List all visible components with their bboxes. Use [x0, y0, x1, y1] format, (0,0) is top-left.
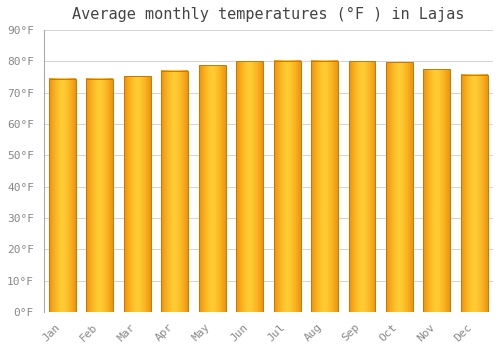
- Bar: [274, 61, 300, 312]
- Title: Average monthly temperatures (°F ) in Lajas: Average monthly temperatures (°F ) in La…: [72, 7, 464, 22]
- Bar: [49, 79, 76, 312]
- Bar: [386, 62, 413, 312]
- Bar: [461, 75, 488, 312]
- Bar: [124, 76, 151, 312]
- Bar: [348, 61, 376, 312]
- Bar: [198, 65, 226, 312]
- Bar: [86, 79, 114, 312]
- Bar: [424, 69, 450, 312]
- Bar: [236, 61, 263, 312]
- Bar: [311, 61, 338, 312]
- Bar: [162, 71, 188, 312]
